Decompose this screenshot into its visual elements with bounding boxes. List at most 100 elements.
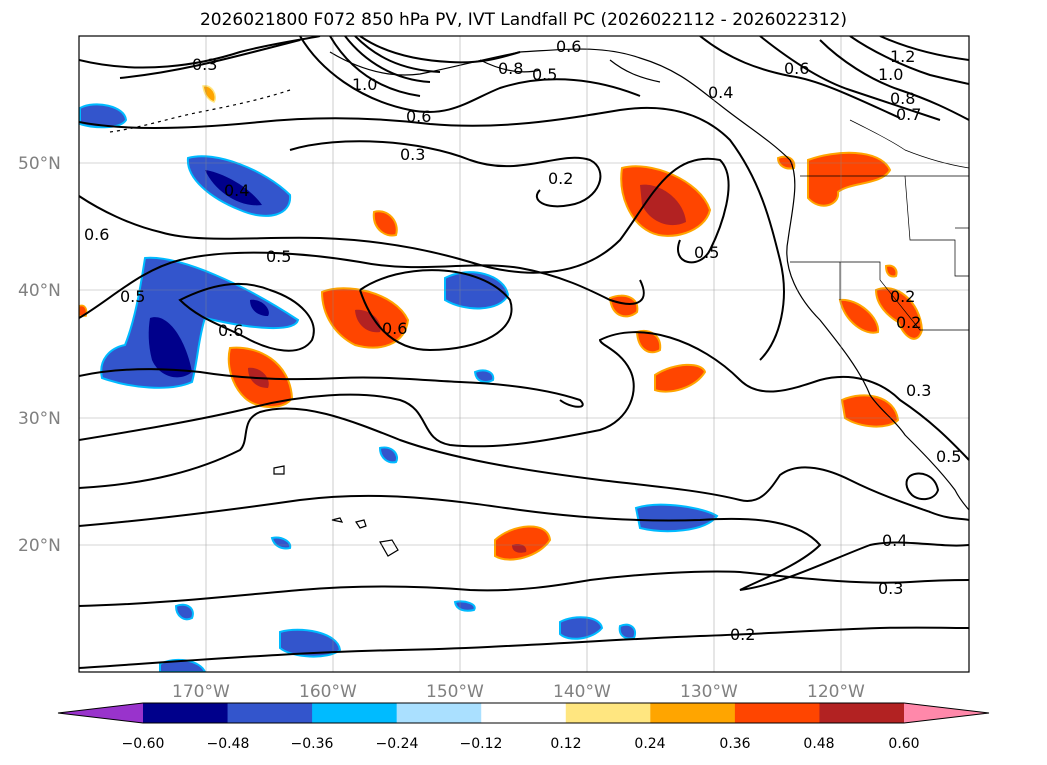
contour-label: 0.5 (936, 447, 961, 466)
contour-label: 1.0 (352, 75, 377, 94)
pv-pos-blob (884, 264, 898, 278)
lon-label: 170°W (172, 682, 230, 702)
lat-label: 20°N (18, 536, 61, 556)
colorbar-cell (481, 703, 567, 723)
pv-pos-blob (840, 394, 900, 428)
colorbar-tick-label: 0.48 (803, 736, 834, 752)
colorbar-cell (143, 703, 229, 723)
contour-label: 0.5 (120, 287, 145, 306)
contour-label: 0.2 (548, 169, 573, 188)
pv-neg-core (205, 170, 262, 206)
lat-label: 40°N (18, 281, 61, 301)
contour-label: 0.3 (400, 145, 425, 164)
lat-label: 30°N (18, 409, 61, 429)
contour-label: 0.6 (218, 321, 243, 340)
colorbar-ticks: −0.60 −0.48 −0.36 −0.24 −0.12 0.12 0.24 … (122, 736, 920, 752)
pv-neg-blob (174, 603, 194, 621)
colorbar-cell (312, 703, 398, 723)
figure-title: 2026021800 F072 850 hPa PV, IVT Landfall… (199, 10, 847, 30)
colorbar-cell (565, 703, 651, 723)
contour-label: 0.5 (266, 247, 291, 266)
pv-pos-blob (372, 210, 398, 237)
contour-label: 0.6 (382, 319, 407, 338)
pv-shading (79, 85, 924, 672)
borders (790, 119, 969, 331)
colorbar-cell (650, 703, 736, 723)
contour-label: 0.4 (708, 83, 733, 102)
pv-neg-blob (634, 503, 719, 533)
pv-pos-blob (874, 287, 924, 340)
pv-pos-blob (838, 298, 880, 334)
pv-neg-blob (378, 446, 398, 464)
pv-pos-blob (654, 363, 707, 393)
map-background (79, 36, 969, 672)
colorbar-tick-label: −0.36 (291, 736, 334, 752)
longitude-labels: 170°W 160°W 150°W 140°W 130°W 120°W (172, 682, 865, 702)
contour-label: 0.3 (192, 55, 217, 74)
pv-neg-blob (473, 369, 495, 383)
contour-label: 0.4 (224, 181, 249, 200)
contour-label-group: 0.3 0.6 1.0 0.5 0.8 1.2 1.0 0.8 0.7 0.6 … (84, 37, 961, 644)
colorbar-outline (57, 702, 990, 724)
colorbar-tick-label: −0.48 (207, 736, 250, 752)
pv-neg-blob (270, 536, 292, 550)
colorbar-cell (227, 703, 313, 723)
colorbar-tick-label: 0.60 (888, 736, 919, 752)
pv-pos-core (355, 309, 381, 333)
colorbar-left-extend (58, 703, 143, 723)
colorbar-tick-label: −0.60 (122, 736, 165, 752)
contour-label: 0.3 (906, 381, 931, 400)
contour-label: 0.8 (498, 59, 523, 78)
colorbar-cell (396, 703, 482, 723)
pv-neg-blob (559, 616, 604, 640)
lon-label: 150°W (426, 682, 484, 702)
lon-label: 140°W (553, 682, 611, 702)
lon-label: 160°W (299, 682, 357, 702)
pv-neg-blob (279, 628, 342, 658)
pv-neg-blob (79, 103, 128, 129)
pv-pos-core (512, 543, 527, 553)
ivt-contours (79, 36, 969, 669)
contour-label: 0.2 (896, 313, 921, 332)
contour-label: 0.2 (890, 287, 915, 306)
lon-label: 130°W (680, 682, 738, 702)
colorbar-cell (819, 703, 905, 723)
pv-pos-blob (807, 151, 892, 207)
coastlines (109, 48, 969, 557)
pv-neg-core (148, 317, 192, 378)
pv-neg-blob (618, 623, 636, 640)
lat-label: 50°N (18, 154, 61, 174)
pv-pos-blob (79, 304, 88, 317)
contour-label: 1.0 (878, 65, 903, 84)
contour-label: 0.2 (730, 625, 755, 644)
lon-label: 120°W (807, 682, 865, 702)
contour-label: 0.3 (878, 579, 903, 598)
contour-label: 0.6 (556, 37, 581, 56)
latitude-labels: 50°N 40°N 30°N 20°N (18, 154, 61, 556)
colorbar-tick-label: 0.12 (550, 736, 581, 752)
contour-label: 0.8 (890, 89, 915, 108)
colorbar-tick-label: 0.36 (719, 736, 750, 752)
pv-neg-core (250, 299, 269, 316)
pv-pos-blob (608, 294, 639, 318)
contour-label: 0.6 (406, 107, 431, 126)
colorbar-right-extend (904, 703, 989, 723)
colorbar-tick-label: −0.12 (460, 736, 503, 752)
colorbar: −0.60 −0.48 −0.36 −0.24 −0.12 0.12 0.24 … (57, 702, 990, 752)
contour-label: 0.6 (84, 225, 109, 244)
colorbar-tick-label: −0.24 (376, 736, 419, 752)
contour-label: 0.5 (694, 243, 719, 262)
contour-label: 1.2 (890, 47, 915, 66)
map-frame (78, 35, 970, 673)
colorbar-cell (734, 703, 820, 723)
contour-label: 0.7 (896, 105, 921, 124)
contour-label: 0.4 (882, 531, 907, 550)
pv-pos-blob (635, 330, 662, 354)
colorbar-cells (143, 703, 905, 723)
contour-label: 0.5 (532, 65, 557, 84)
pv-neg-blob (100, 256, 300, 389)
colorbar-tick-label: 0.24 (634, 736, 665, 752)
contour-label: 0.6 (784, 59, 809, 78)
pv-pos-blob (494, 525, 552, 561)
